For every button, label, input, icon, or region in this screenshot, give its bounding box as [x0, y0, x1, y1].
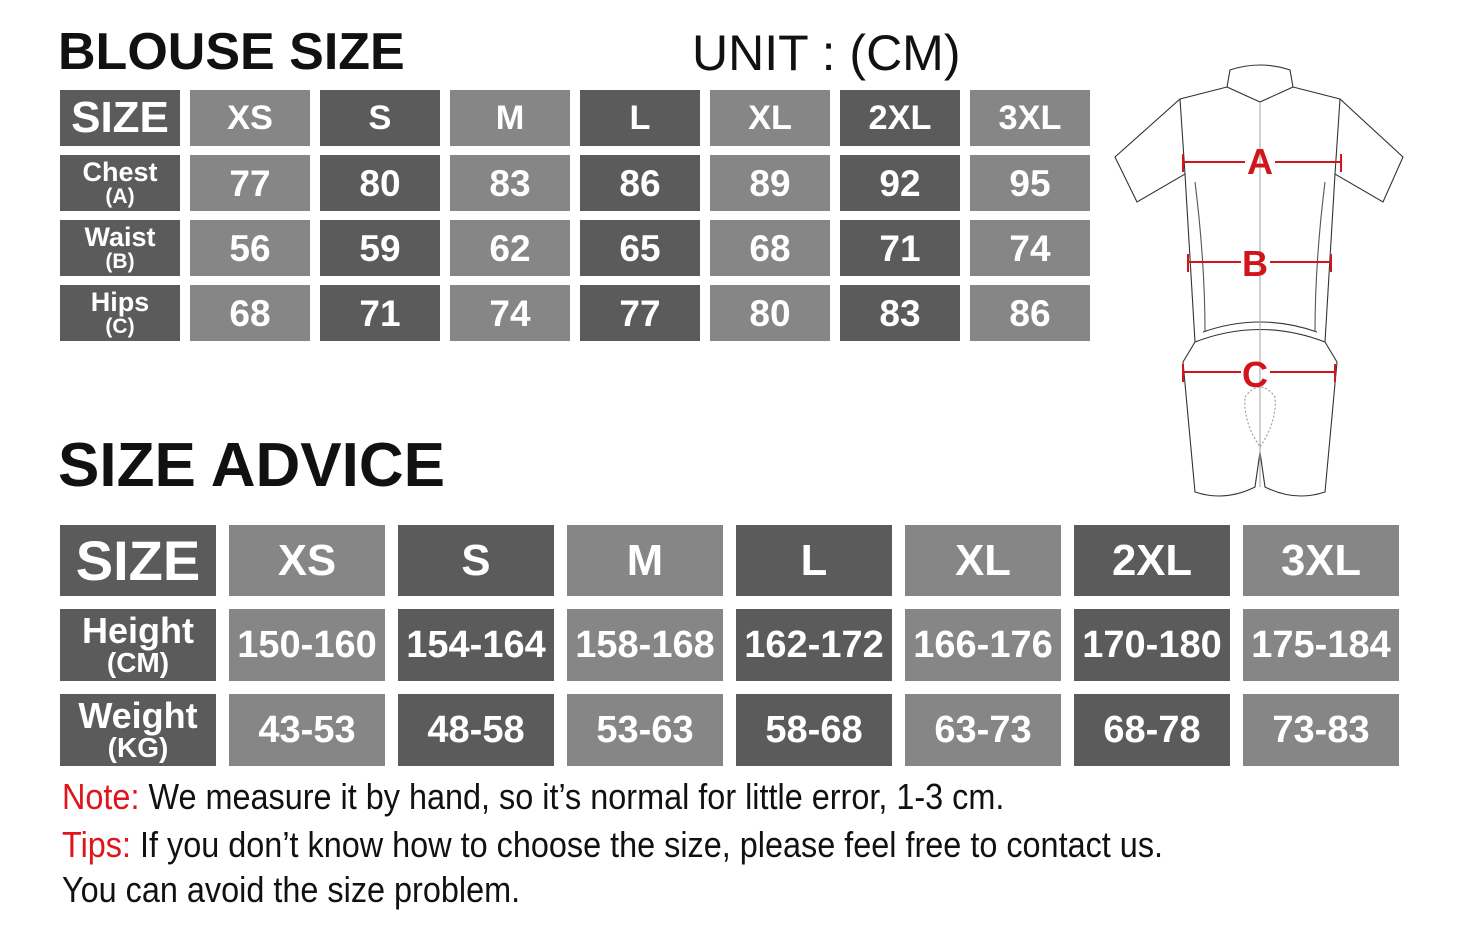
row-label-cell: Chest (A) — [60, 155, 180, 211]
table-cell: 68-78 — [1074, 694, 1230, 766]
size-column-header: 3XL — [1243, 525, 1399, 596]
row-label: Hips — [90, 287, 150, 317]
row-unit: (KG) — [107, 732, 169, 763]
row-label: Weight — [78, 695, 198, 736]
table-cell: 150-160 — [229, 609, 385, 681]
tips-line-2: You can avoid the size problem. — [62, 869, 521, 910]
size-column-header: XL — [710, 90, 830, 146]
row-label-cell: Hips (C) — [60, 285, 180, 341]
table-cell: 158-168 — [567, 609, 723, 681]
size-column-header: XS — [229, 525, 385, 596]
table-cell: 43-53 — [229, 694, 385, 766]
note-text: We measure it by hand, so it’s normal fo… — [139, 776, 1005, 817]
row-label: Height — [82, 610, 194, 651]
size-column-header: 3XL — [970, 90, 1090, 146]
table-cell: 71 — [840, 220, 960, 276]
table-cell: 95 — [970, 155, 1090, 211]
row-label-cell: Waist (B) — [60, 220, 180, 276]
table-cell: 170-180 — [1074, 609, 1230, 681]
table-cell: 74 — [970, 220, 1090, 276]
table-cell: 48-58 — [398, 694, 554, 766]
size-column-header: M — [567, 525, 723, 596]
table-cell: 162-172 — [736, 609, 892, 681]
note-line: Note: We measure it by hand, so it’s nor… — [62, 776, 1004, 818]
row-label-cell: Weight (KG) — [60, 694, 216, 766]
tips-line: Tips: If you don’t know how to choose th… — [62, 824, 1163, 866]
measure-label-a: A — [1247, 141, 1273, 182]
table-cell: 154-164 — [398, 609, 554, 681]
table-cell: 83 — [840, 285, 960, 341]
table-cell: 53-63 — [567, 694, 723, 766]
size-column-header: L — [736, 525, 892, 596]
table-cell: 166-176 — [905, 609, 1061, 681]
table-cell: 65 — [580, 220, 700, 276]
unit-label: UNIT : (CM) — [692, 25, 961, 81]
table-cell: 59 — [320, 220, 440, 276]
row-unit: (B) — [105, 250, 135, 273]
table-cell: 89 — [710, 155, 830, 211]
row-label-cell: Height (CM) — [60, 609, 216, 681]
measure-label-b: B — [1242, 243, 1268, 284]
table-cell: 62 — [450, 220, 570, 276]
size-column-header: 2XL — [840, 90, 960, 146]
table-cell: 83 — [450, 155, 570, 211]
tips-text: If you don’t know how to choose the size… — [131, 824, 1164, 865]
table-cell: 80 — [320, 155, 440, 211]
table-cell: 71 — [320, 285, 440, 341]
row-label: Waist — [84, 222, 156, 252]
table-cell: 92 — [840, 155, 960, 211]
size-column-header: XS — [190, 90, 310, 146]
size-column-header: M — [450, 90, 570, 146]
row-unit: (A) — [105, 185, 135, 208]
row-unit: (CM) — [106, 647, 170, 678]
measure-label-c: C — [1242, 354, 1268, 395]
note-label: Note: — [62, 776, 140, 817]
table-cell: 86 — [970, 285, 1090, 341]
row-unit: (C) — [105, 315, 135, 338]
size-header-cell: SIZE — [60, 525, 216, 596]
size-advice-title: SIZE ADVICE — [58, 431, 445, 500]
size-header-cell: SIZE — [60, 90, 180, 146]
table-cell: 73-83 — [1243, 694, 1399, 766]
size-column-header: XL — [905, 525, 1061, 596]
table-cell: 86 — [580, 155, 700, 211]
table-cell: 175-184 — [1243, 609, 1399, 681]
size-column-header: L — [580, 90, 700, 146]
tips-label: Tips: — [62, 824, 132, 865]
table-cell: 80 — [710, 285, 830, 341]
table-cell: 77 — [190, 155, 310, 211]
size-column-header: S — [320, 90, 440, 146]
table-cell: 74 — [450, 285, 570, 341]
blouse-size-title: BLOUSE SIZE — [58, 23, 405, 81]
size-column-header: S — [398, 525, 554, 596]
size-column-header: 2XL — [1074, 525, 1230, 596]
table-cell: 77 — [580, 285, 700, 341]
row-label: Chest — [82, 157, 158, 187]
garment-measurement-diagram: A B C — [1114, 64, 1404, 497]
table-cell: 58-68 — [736, 694, 892, 766]
table-cell: 68 — [190, 285, 310, 341]
table-cell: 56 — [190, 220, 310, 276]
table-cell: 63-73 — [905, 694, 1061, 766]
table-cell: 68 — [710, 220, 830, 276]
